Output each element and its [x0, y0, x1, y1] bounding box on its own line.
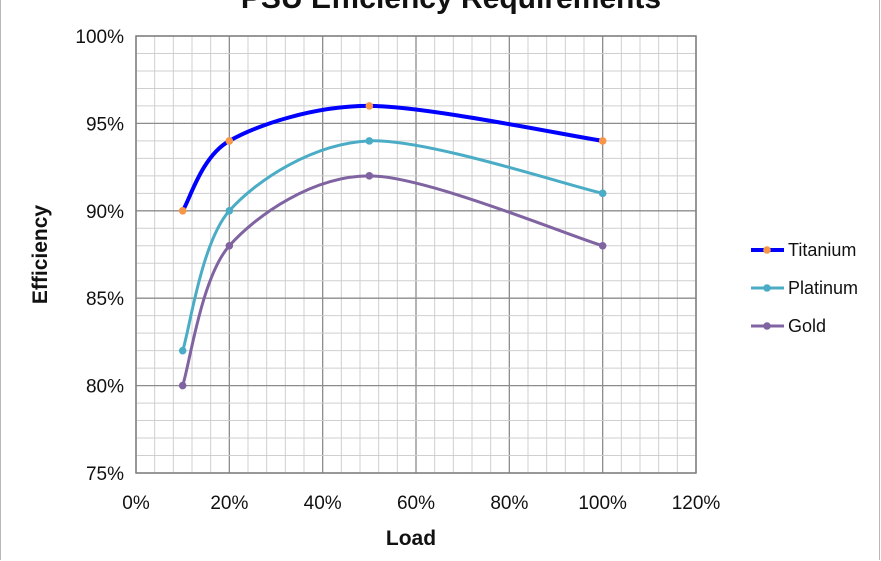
chart-title: PSU Efficiency Requirements [241, 0, 661, 15]
x-tick-label: 60% [397, 493, 435, 514]
y-tick-label: 75% [86, 464, 124, 485]
legend-marker-platinum [763, 284, 771, 292]
x-axis-ticks: 0% 20% 40% 60% 80% 100% 120% [122, 493, 720, 514]
y-axis-ticks: 75% 80% 85% 90% 95% 100% [75, 27, 124, 485]
data-point-platinum [365, 137, 374, 145]
data-point-titanium [365, 102, 374, 110]
data-point-gold [225, 241, 234, 250]
data-point-gold [598, 241, 607, 250]
plot-border [135, 35, 697, 474]
legend-marker-gold [763, 322, 771, 330]
data-point-platinum [178, 346, 187, 355]
x-axis-title: Load [386, 527, 436, 550]
legend-label-titanium: Titanium [788, 240, 856, 260]
series-line-platinum [181, 139, 603, 352]
x-tick-label: 120% [672, 493, 721, 514]
series-layer [178, 102, 607, 390]
y-tick-label: 85% [86, 289, 124, 310]
series-line-titanium [180, 103, 603, 212]
data-point-titanium [598, 137, 607, 145]
series-line-gold [181, 174, 604, 387]
x-tick-label: 40% [304, 493, 342, 514]
legend: Titanium Platinum Gold [751, 240, 858, 336]
x-tick-label: 20% [210, 493, 248, 514]
legend-label-platinum: Platinum [788, 278, 858, 298]
data-point-titanium [225, 137, 234, 145]
y-tick-label: 80% [86, 377, 124, 398]
y-tick-label: 100% [75, 27, 124, 48]
data-point-gold [178, 381, 187, 390]
grid [135, 35, 697, 474]
data-point-platinum [598, 189, 607, 198]
x-tick-label: 0% [122, 493, 150, 514]
x-tick-label: 80% [490, 493, 528, 514]
data-point-platinum [225, 207, 234, 215]
x-tick-label: 100% [578, 493, 627, 514]
y-axis-title: Efficiency [29, 205, 52, 305]
data-point-gold [365, 172, 374, 180]
y-tick-label: 90% [86, 202, 124, 223]
legend-label-gold: Gold [788, 316, 826, 336]
y-tick-label: 95% [86, 114, 124, 135]
data-point-titanium [178, 207, 187, 215]
legend-marker-titanium [763, 246, 771, 254]
